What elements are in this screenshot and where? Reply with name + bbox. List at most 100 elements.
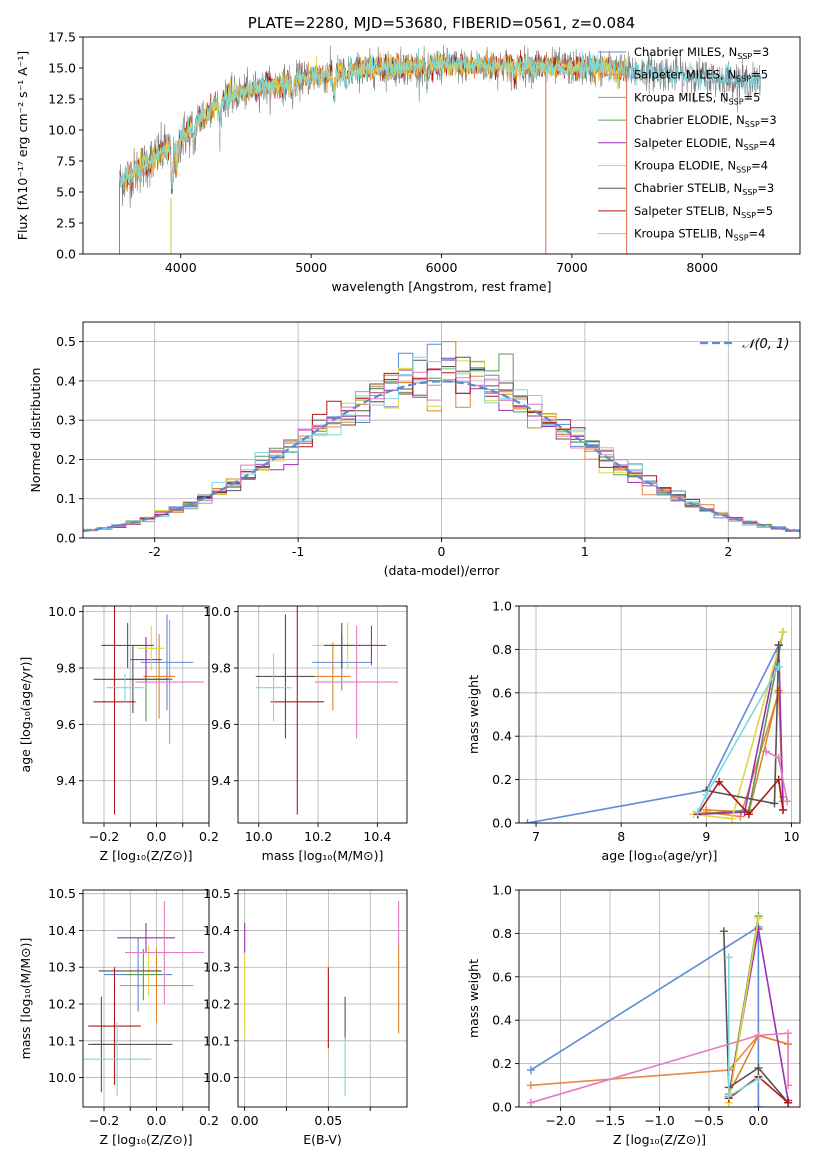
y-tick-label: 0.4: [492, 1013, 512, 1028]
y-tick-label: 1.0: [492, 883, 512, 898]
y-axis-label: mass [log₁₀(M/M⊙)]: [18, 938, 33, 1060]
legend-sub: SSP: [741, 211, 756, 220]
legend-suffix: =3: [757, 181, 774, 195]
legend-sub: SSP: [736, 75, 751, 84]
y-tick-label: 10.4: [203, 923, 231, 938]
legend-sub: SSP: [734, 234, 749, 243]
mass-weight-marker: [719, 927, 728, 936]
mass-weight-marker: [778, 628, 787, 637]
x-tick-label: −1.0: [644, 1113, 674, 1128]
mass-weight-marker: [526, 1098, 535, 1107]
x-axis-label: mass [log₁₀(M/M⊙)]: [262, 848, 384, 863]
y-tick-label: 0.0: [56, 531, 76, 546]
x-tick-label: -2: [148, 544, 160, 559]
y-tick-label: 7.5: [56, 154, 76, 169]
y-tick-label: 15.0: [48, 61, 76, 76]
axes-frame: [82, 889, 210, 1108]
x-tick-label: −2.0: [545, 1113, 575, 1128]
x-tick-label: 0.0: [147, 1113, 167, 1128]
legend-entry: Salpeter MILES, NSSP=5: [634, 68, 768, 84]
mass-weight-marker: [761, 747, 770, 756]
mass-weight-marker: [774, 686, 783, 695]
y-tick-label: 9.8: [211, 661, 231, 676]
x-tick-label: 0.0: [748, 1113, 768, 1128]
legend-label: Kroupa MILES, N: [634, 90, 729, 104]
legend-suffix: =4: [749, 227, 766, 241]
legend-sub: SSP: [737, 52, 752, 61]
x-tick-label: 0.2: [199, 829, 219, 844]
y-tick-label: 10.3: [48, 960, 76, 975]
x-tick-label: −0.5: [694, 1113, 724, 1128]
plot-area: [244, 901, 400, 1096]
chart-title: PLATE=2280, MJD=53680, FIBERID=0561, z=0…: [248, 14, 635, 32]
legend-suffix: =4: [759, 136, 776, 150]
error-bar-point: [88, 967, 141, 1085]
plot-area: [93, 606, 204, 815]
error-bar-point: [83, 1022, 152, 1096]
error-bar-point: [119, 948, 194, 1023]
y-tick-label: 0.6: [492, 685, 512, 700]
mass-weight-marker: [754, 1103, 763, 1107]
y-tick-label: 0.6: [492, 969, 512, 984]
y-axis-label: mass weight: [466, 959, 481, 1038]
x-axis-label: Z [log₁₀(Z/Z⊙)]: [613, 1132, 706, 1147]
y-axis-label: Normed distribution: [28, 368, 43, 493]
axes-age-mass: 10.0 10.2 10.4 9.4 9.6 9.8 10.0 mass [log₁₀(M/M…: [203, 604, 408, 863]
legend-entry: Kroupa MILES, NSSP=5: [634, 90, 760, 106]
y-tick-label: 10.0: [48, 1070, 76, 1085]
x-axis-label: (data-model)/error: [384, 563, 501, 578]
error-bar-point: [106, 673, 144, 702]
mass-weight-marker: [754, 1074, 763, 1083]
x-tick-label: 0.00: [231, 1113, 259, 1128]
y-tick-label: 10.1: [203, 1033, 231, 1048]
mass-weight-marker: [727, 814, 736, 823]
mass-weight-marker: [774, 753, 783, 762]
legend-sub: SSP: [742, 188, 757, 197]
x-axis-label: Z [log₁₀(Z/Z⊙)]: [100, 848, 193, 863]
y-tick-label: 0.4: [56, 373, 76, 388]
y-tick-label: 10.1: [48, 1033, 76, 1048]
y-tick-label: 2.5: [56, 216, 76, 231]
error-bar-point: [135, 620, 204, 745]
error-bar-point: [315, 642, 351, 711]
legend-suffix: =5: [756, 204, 773, 218]
legend-suffix: =5: [744, 90, 761, 104]
axes-age-z: −0.2 0.0 0.2 9.4 9.6 9.8 10.0 Z [log₁₀(Z/Z⊙)] ag…: [18, 604, 219, 863]
y-tick-label: 12.5: [48, 92, 76, 107]
x-tick-label: 10.2: [304, 829, 332, 844]
error-bar-point: [140, 614, 194, 711]
x-tick-label: 5000: [295, 260, 327, 275]
y-tick-label: 10.2: [48, 997, 76, 1012]
x-tick-label: 10.0: [245, 829, 273, 844]
legend-entry: Chabrier MILES, NSSP=3: [634, 45, 769, 61]
error-bar-point: [93, 606, 136, 815]
x-tick-label: -1: [292, 544, 304, 559]
legend-label: Salpeter STELIB, N: [634, 204, 741, 218]
y-tick-label: 0.4: [492, 729, 512, 744]
y-tick-label: 0.0: [492, 1100, 512, 1115]
model-spectrum-line: [119, 52, 627, 192]
y-tick-label: 9.6: [211, 717, 231, 732]
y-tick-label: 0.8: [492, 642, 512, 657]
y-axis-label: age [log₁₀(age/yr)]: [18, 657, 33, 773]
mass-weight-marker: [523, 819, 532, 823]
y-tick-label: 10.5: [203, 886, 231, 901]
error-bar-point: [125, 901, 204, 1005]
y-tick-label: 9.6: [56, 717, 76, 732]
legend-entry: Salpeter ELODIE, NSSP=4: [634, 136, 776, 152]
legend-sub: SSP: [745, 120, 760, 129]
mass-weight-marker: [774, 775, 783, 784]
mass-weight-marker: [754, 914, 763, 923]
x-tick-label: 0.05: [314, 1113, 342, 1128]
mass-weight-marker: [784, 1029, 793, 1038]
x-tick-label: 0.0: [147, 829, 167, 844]
mass-weight-line: [706, 690, 784, 813]
legend-label: Chabrier STELIB, N: [634, 181, 742, 195]
legend-sub: SSP: [729, 97, 744, 106]
legend-suffix: =3: [752, 45, 769, 59]
mass-weight-line: [723, 931, 789, 1104]
legend-label: Salpeter ELODIE, N: [634, 136, 744, 150]
x-tick-label: 10: [784, 829, 800, 844]
y-tick-label: 17.5: [48, 30, 76, 45]
normal-distribution-line: [83, 380, 800, 533]
